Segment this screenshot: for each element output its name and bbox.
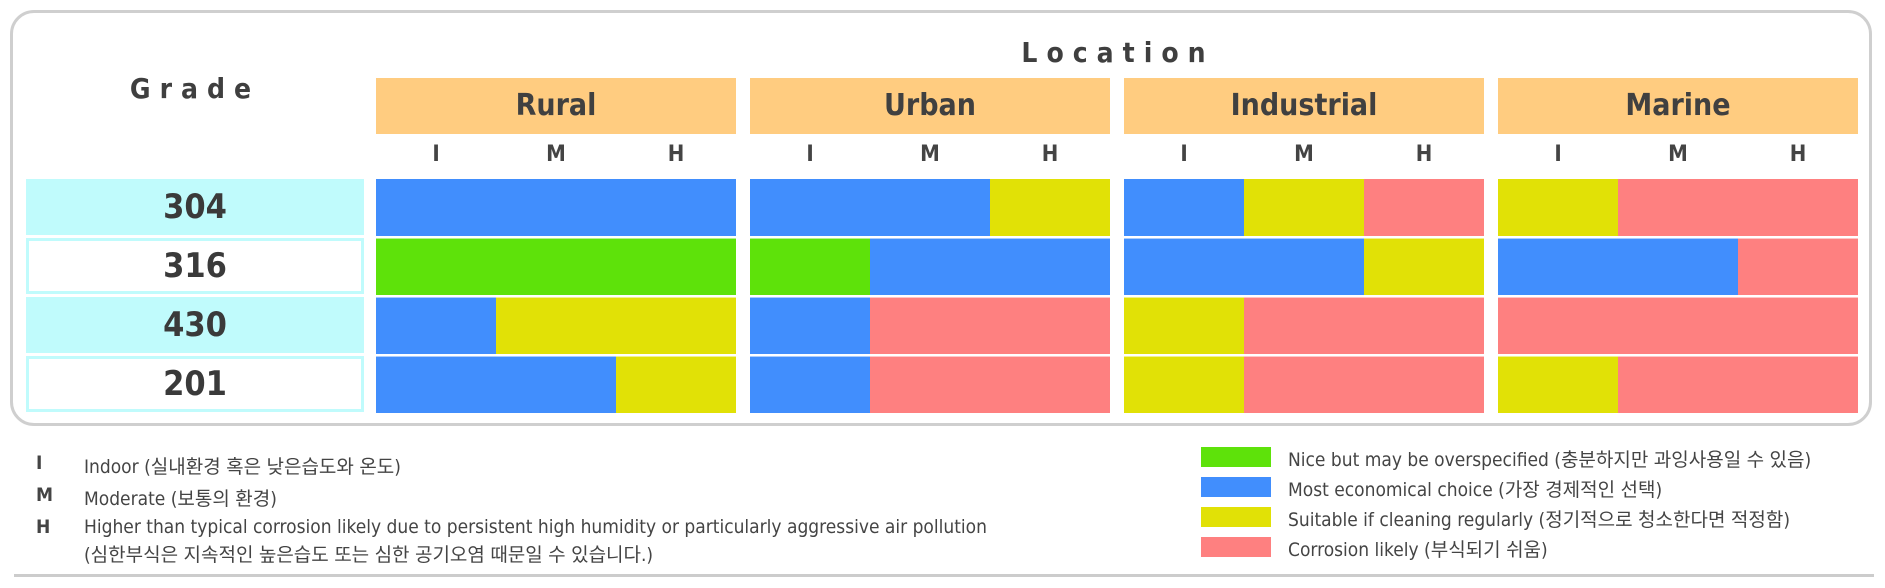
rating-cell-304-industrial-m-to-m (1244, 179, 1364, 236)
footnote-key-moderate: M (36, 484, 54, 506)
footnote-text-indoor: Indoor (실내환경 혹은 낮은습도와 온도) (84, 456, 401, 478)
legend-label-cleaning: Suitable if cleaning regularly (정기적으로 청소… (1288, 509, 1790, 531)
legend-swatch-overspecified (1201, 447, 1271, 467)
rating-cell-430-marine-i-to-h (1498, 297, 1858, 354)
row-separator (376, 238, 736, 239)
rating-cell-316-industrial-i-to-m (1124, 238, 1364, 295)
level-label-industrial-h: H (1415, 142, 1433, 167)
level-label-rural-m: M (546, 142, 566, 167)
location-header-rural: Rural (376, 78, 736, 134)
footnote-text-high: Higher than typical corrosion likely due… (84, 516, 987, 538)
location-heading: Location (1021, 36, 1215, 69)
level-label-industrial-i: I (1180, 142, 1188, 167)
rating-cell-430-industrial-m-to-h (1244, 297, 1484, 354)
rating-cell-304-marine-m-to-h (1618, 179, 1858, 236)
location-header-marine: Marine (1498, 78, 1858, 134)
rating-cell-430-rural-m-to-h (496, 297, 736, 354)
level-label-marine-h: H (1789, 142, 1807, 167)
location-header-urban: Urban (750, 78, 1110, 134)
row-separator (750, 356, 1110, 357)
rating-cell-316-urban-i-to-i (750, 238, 870, 295)
level-label-rural-i: I (432, 142, 440, 167)
row-separator (1498, 238, 1858, 239)
row-separator (1498, 297, 1858, 298)
rating-cell-201-urban-m-to-h (870, 356, 1110, 413)
rating-cell-201-urban-i-to-i (750, 356, 870, 413)
rating-cell-316-urban-m-to-h (870, 238, 1110, 295)
rating-cell-316-marine-i-to-m (1498, 238, 1738, 295)
rating-cell-316-industrial-h-to-h (1364, 238, 1484, 295)
rating-cell-316-rural-i-to-h (376, 238, 736, 295)
legend-swatch-cleaning (1201, 507, 1271, 527)
legend-label-corrosion: Corrosion likely (부식되기 쉬움) (1288, 539, 1548, 561)
grade-heading: Grade (129, 72, 261, 105)
level-label-urban-m: M (920, 142, 940, 167)
grade-label-304: 304 (26, 179, 364, 235)
rating-cell-201-rural-h-to-h (616, 356, 736, 413)
legend-swatch-corrosion (1201, 537, 1271, 557)
rating-cell-430-urban-m-to-h (870, 297, 1110, 354)
legend-label-economical: Most economical choice (가장 경제적인 선택) (1288, 479, 1663, 501)
rating-cell-201-rural-i-to-m (376, 356, 616, 413)
rating-cell-304-industrial-i-to-i (1124, 179, 1244, 236)
rating-cell-201-marine-i-to-i (1498, 356, 1618, 413)
grade-label-316: 316 (26, 238, 364, 294)
rating-cell-430-rural-i-to-i (376, 297, 496, 354)
footer-divider (14, 574, 1874, 577)
footnote-text-moderate: Moderate (보통의 환경) (84, 488, 277, 510)
row-separator (1124, 238, 1484, 239)
rating-cell-304-marine-i-to-i (1498, 179, 1618, 236)
rating-cell-430-urban-i-to-i (750, 297, 870, 354)
rating-cell-304-rural-i-to-h (376, 179, 736, 236)
grade-label-430: 430 (26, 297, 364, 353)
row-separator (750, 297, 1110, 298)
level-label-urban-h: H (1041, 142, 1059, 167)
rating-cell-201-industrial-i-to-i (1124, 356, 1244, 413)
rating-cell-316-marine-h-to-h (1738, 238, 1858, 295)
rating-cell-201-industrial-m-to-h (1244, 356, 1484, 413)
row-separator (750, 238, 1110, 239)
row-separator (376, 356, 736, 357)
row-separator (376, 297, 736, 298)
rating-cell-201-marine-m-to-h (1618, 356, 1858, 413)
rating-cell-304-industrial-h-to-h (1364, 179, 1484, 236)
level-label-marine-i: I (1554, 142, 1562, 167)
legend-swatch-economical (1201, 477, 1271, 497)
level-label-industrial-m: M (1294, 142, 1314, 167)
grade-label-201: 201 (26, 356, 364, 412)
footnote-text-high-korean: (심한부식은 지속적인 높은습도 또는 심한 공기오염 때문일 수 있습니다.) (84, 544, 654, 566)
row-separator (1124, 356, 1484, 357)
chart-frame (10, 10, 1872, 426)
legend-label-overspecified: Nice but may be overspecified (충분하지만 과잉사… (1288, 449, 1812, 471)
footnote-key-high: H (36, 516, 51, 538)
rating-cell-304-urban-i-to-m (750, 179, 990, 236)
level-label-rural-h: H (667, 142, 685, 167)
rating-cell-430-industrial-i-to-i (1124, 297, 1244, 354)
row-separator (1124, 297, 1484, 298)
location-header-industrial: Industrial (1124, 78, 1484, 134)
level-label-urban-i: I (806, 142, 814, 167)
footnote-key-indoor: I (36, 452, 43, 474)
rating-cell-304-urban-h-to-h (990, 179, 1110, 236)
row-separator (1498, 356, 1858, 357)
level-label-marine-m: M (1668, 142, 1688, 167)
